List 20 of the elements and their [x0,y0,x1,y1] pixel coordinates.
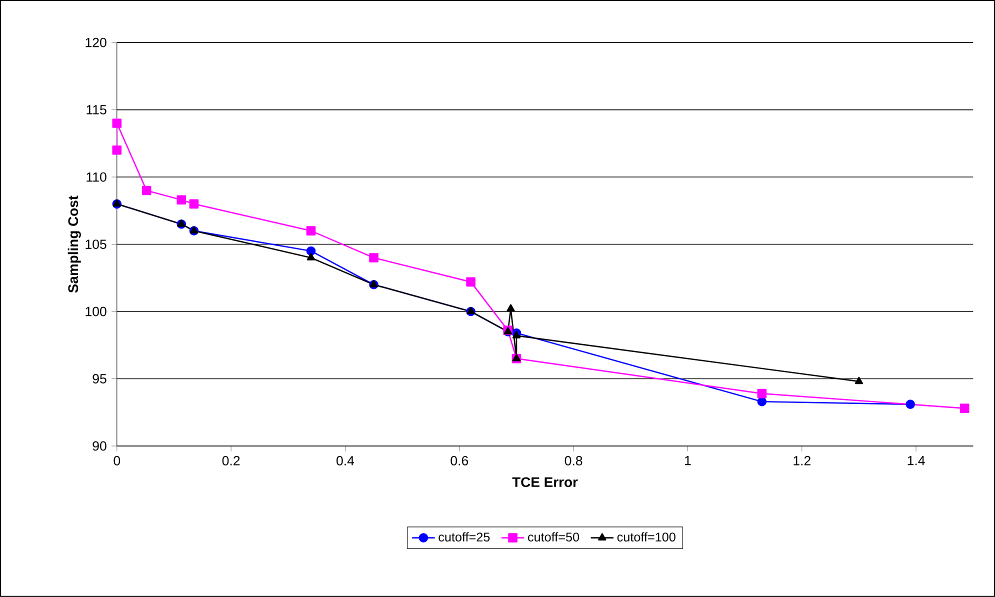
x-tick-label: 0.4 [336,456,354,466]
x-tick-label: 1.2 [794,456,810,466]
y-tick-label: 120 [86,38,106,48]
y-axis-title: Sampling Cost [68,196,81,293]
y-tick-label: 100 [86,306,106,316]
y-tick-label: 110 [86,172,106,182]
y-tick-label: 115 [86,105,106,114]
legend-label: cutoff=100 [617,532,676,542]
x-tick-label: 1 [685,456,691,466]
x-tick-label: 0.8 [564,456,582,466]
x-tick-label: 0.6 [450,456,468,466]
x-tick-label: 1.4 [908,456,925,466]
x-axis-title: TCE Error [512,477,578,488]
y-tick-label: 90 [92,441,106,451]
legend-label: cutoff=25 [438,532,490,542]
y-tick-label: 105 [86,240,106,250]
x-tick-label: 0.2 [222,456,240,466]
legend-label: cutoff=50 [528,532,580,542]
y-tick-label: 95 [92,374,106,384]
x-tick-label: 0 [114,456,120,466]
